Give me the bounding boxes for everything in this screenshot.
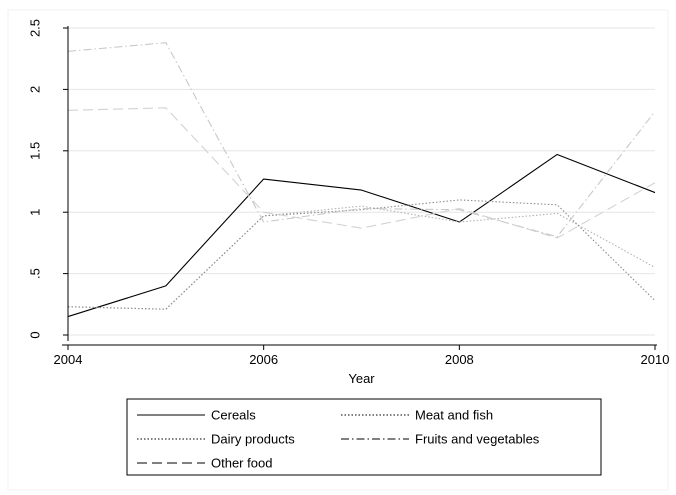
y-tick-label: .5: [28, 268, 43, 279]
x-tick-label: 2008: [445, 352, 474, 367]
x-axis-title: Year: [348, 371, 375, 386]
legend-label: Fruits and vegetables: [415, 432, 540, 447]
y-tick-label: 2: [28, 86, 43, 93]
legend: Cereals Meat and fish Dairy products Fruits…: [126, 398, 602, 476]
legend-label: Meat and fish: [415, 408, 493, 423]
x-tick-labels: 2004 2006 2008 2010: [54, 352, 670, 367]
legend-label: Other food: [211, 456, 272, 471]
legend-label: Dairy products: [211, 432, 295, 447]
y-tick-label: 2.5: [28, 19, 43, 37]
series-lines: [67, 42, 656, 318]
x-tick-label: 2010: [641, 352, 670, 367]
series-line-other-food: [67, 107, 656, 239]
y-tick-label: 1.5: [28, 142, 43, 160]
y-tick-labels: 0 .5 1 1.5 2 2.5: [28, 19, 43, 339]
series-line-meat-and-fish: [67, 205, 656, 310]
chart-frame: [7, 9, 669, 491]
y-tick-label: 1: [28, 209, 43, 216]
x-tick-label: 2004: [54, 352, 83, 367]
legend-label: Cereals: [211, 408, 256, 423]
series-line-fruits-and-vegetables: [67, 42, 656, 238]
axes: [62, 26, 657, 350]
gridlines: [63, 27, 655, 336]
legend-box: [126, 398, 602, 476]
series-line-cereals: [67, 153, 656, 318]
y-tick-label: 0: [28, 331, 43, 338]
x-tick-label: 2006: [249, 352, 278, 367]
